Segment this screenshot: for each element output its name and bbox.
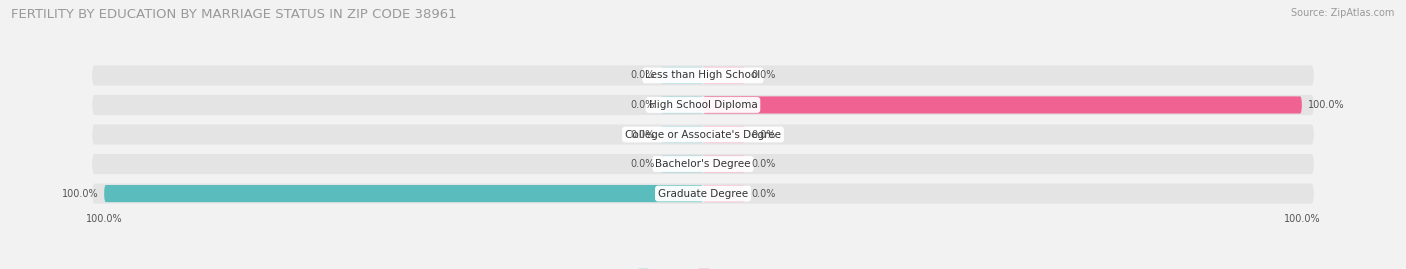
FancyBboxPatch shape <box>661 155 703 173</box>
Text: 0.0%: 0.0% <box>631 70 655 80</box>
FancyBboxPatch shape <box>93 154 1313 174</box>
Text: 0.0%: 0.0% <box>631 159 655 169</box>
Text: 0.0%: 0.0% <box>751 189 775 199</box>
Text: 100.0%: 100.0% <box>62 189 98 199</box>
Text: Graduate Degree: Graduate Degree <box>658 189 748 199</box>
FancyBboxPatch shape <box>93 95 1313 115</box>
FancyBboxPatch shape <box>703 185 745 202</box>
Text: 0.0%: 0.0% <box>751 129 775 140</box>
FancyBboxPatch shape <box>93 65 1313 86</box>
Text: Source: ZipAtlas.com: Source: ZipAtlas.com <box>1291 8 1395 18</box>
Text: Bachelor's Degree: Bachelor's Degree <box>655 159 751 169</box>
FancyBboxPatch shape <box>661 67 703 84</box>
Legend: Married, Unmarried: Married, Unmarried <box>634 265 772 269</box>
FancyBboxPatch shape <box>93 125 1313 144</box>
FancyBboxPatch shape <box>661 126 703 143</box>
Text: 0.0%: 0.0% <box>751 159 775 169</box>
FancyBboxPatch shape <box>703 96 1302 114</box>
Text: 0.0%: 0.0% <box>751 70 775 80</box>
Text: 100.0%: 100.0% <box>1308 100 1344 110</box>
FancyBboxPatch shape <box>661 96 703 114</box>
FancyBboxPatch shape <box>93 183 1313 204</box>
Text: Less than High School: Less than High School <box>645 70 761 80</box>
Text: 0.0%: 0.0% <box>631 100 655 110</box>
FancyBboxPatch shape <box>703 67 745 84</box>
Text: 0.0%: 0.0% <box>631 129 655 140</box>
FancyBboxPatch shape <box>703 155 745 173</box>
Text: FERTILITY BY EDUCATION BY MARRIAGE STATUS IN ZIP CODE 38961: FERTILITY BY EDUCATION BY MARRIAGE STATU… <box>11 8 457 21</box>
FancyBboxPatch shape <box>703 126 745 143</box>
Text: High School Diploma: High School Diploma <box>648 100 758 110</box>
FancyBboxPatch shape <box>104 185 703 202</box>
Text: College or Associate's Degree: College or Associate's Degree <box>626 129 780 140</box>
